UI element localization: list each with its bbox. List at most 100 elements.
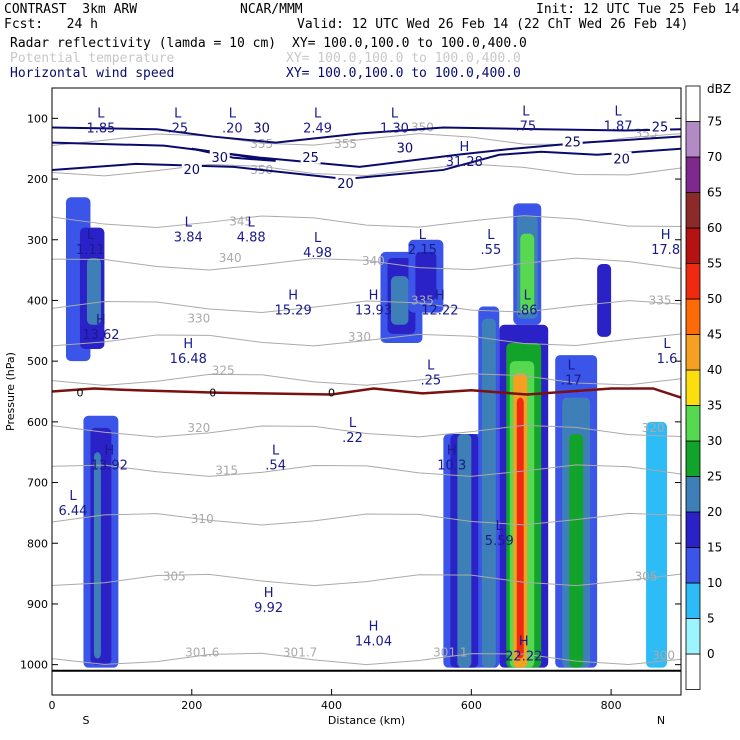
y-tick-label: 400 <box>27 294 48 307</box>
isentrope-330 <box>52 333 681 347</box>
hl-value: .25 <box>420 373 441 388</box>
hl-letter: L <box>314 231 322 246</box>
wind-label: 30 <box>397 142 414 157</box>
colorbar-swatch <box>685 476 701 513</box>
x-tick-label: 200 <box>181 699 202 712</box>
x-tick-label: 400 <box>321 699 342 712</box>
hl-value: 22.22 <box>505 649 542 664</box>
colorbar-label: 15 <box>707 541 722 555</box>
potential-temperature-contours: 345 340 340 335 335 330 330 325 320 320 315 310 305 3… <box>52 120 681 666</box>
isentrope-label: 300 <box>652 649 675 663</box>
hl-letter: H <box>369 619 379 634</box>
reflectivity-cell <box>597 264 612 337</box>
hl-value: .75 <box>516 120 537 135</box>
high-low-markers: L1.85L.25L.20L2.49L1.30L.75L1.87H31.28L1… <box>58 105 680 665</box>
hl-letter: H <box>661 228 671 243</box>
colorbar-swatch <box>685 227 701 264</box>
field1-xy: XY= 100.0,100.0 to 100.0,400.0 <box>292 36 527 51</box>
wind-contour-20 <box>52 147 681 181</box>
hl-value: 1.30 <box>380 121 409 136</box>
colorbar-label: 20 <box>707 505 722 519</box>
y-tick-label: 500 <box>27 355 48 368</box>
y-tick-label: 700 <box>27 477 48 490</box>
colorbar-label: 65 <box>707 186 722 200</box>
end-label-south: S <box>83 714 90 727</box>
y-tick-label: 600 <box>27 416 48 429</box>
reflectivity-cell <box>646 421 668 668</box>
isentrope-350 <box>52 163 681 177</box>
hl-value: 2.15 <box>408 243 437 258</box>
hl-value: 10.3 <box>437 458 466 473</box>
field3-name: Horizontal wind speed <box>10 66 175 81</box>
y-tick-label: 900 <box>27 598 48 611</box>
colorbar-label: 5 <box>707 612 715 626</box>
isentrope-label: 305 <box>635 570 658 584</box>
hl-letter: L <box>524 288 532 303</box>
hl-letter: L <box>663 337 671 352</box>
colorbar-swatch <box>685 334 701 371</box>
hl-letter: H <box>369 288 379 303</box>
colorbar-label: 30 <box>707 434 722 448</box>
header-init: Init: 12 UTC Tue 25 Feb 14 <box>536 2 740 17</box>
isentrope-345 <box>52 215 681 228</box>
wind-label: 25 <box>564 136 581 151</box>
hl-value: 4.98 <box>303 246 332 261</box>
hl-value: .54 <box>265 458 286 473</box>
colorbar-unit: dBZ <box>707 82 731 96</box>
isentrope-label: 340 <box>219 251 242 265</box>
field2-name: Potential temperature <box>10 51 175 66</box>
field3-xy: XY= 100.0,100.0 to 100.0,400.0 <box>286 66 521 81</box>
isentrope-label: 305 <box>163 570 186 584</box>
isentrope-label: 335 <box>411 293 434 307</box>
hl-value: 5.59 <box>485 534 514 549</box>
isentrope-320 <box>52 424 681 438</box>
colorbar-swatch <box>685 511 701 548</box>
reflectivity-cell <box>415 251 437 301</box>
colorbar-swatch <box>685 618 701 655</box>
hl-value: 6.44 <box>58 504 87 519</box>
isentrope-310 <box>52 512 681 526</box>
hl-letter: L <box>349 416 357 431</box>
hl-value: 1.85 <box>86 121 115 136</box>
hl-letter: L <box>87 228 95 243</box>
x-tick-label: 0 <box>49 699 56 712</box>
colorbar-label: 40 <box>707 363 722 377</box>
hl-letter: H <box>447 443 457 458</box>
reflectivity-field <box>65 197 668 668</box>
isentrope-340 <box>52 257 681 271</box>
colorbar-swatch <box>685 85 701 122</box>
colorbar-swatch <box>685 156 701 193</box>
colorbar-label: 35 <box>707 399 722 413</box>
colorbar-label: 60 <box>707 221 722 235</box>
hl-value: .22 <box>342 431 363 446</box>
colorbar-swatch <box>685 192 701 229</box>
wind-label-bg <box>209 149 230 164</box>
wind-label-bg <box>181 161 202 176</box>
hl-value: 13.92 <box>91 458 128 473</box>
hl-letter: L <box>614 105 622 120</box>
hl-value: 13.93 <box>355 303 392 318</box>
y-axis-label: Pressure (hPa) <box>4 352 17 431</box>
wind-label-bg <box>300 149 321 164</box>
wind-label-bg <box>394 140 415 155</box>
hl-letter: L <box>568 358 576 373</box>
reflectivity-cell <box>86 257 101 325</box>
hl-value: 12.22 <box>421 303 458 318</box>
hl-value: .17 <box>561 373 582 388</box>
freezing-level-label: 0 <box>76 387 83 400</box>
header-line1-mid: NCAR/MMM <box>240 2 303 17</box>
y-tick-label: 100 <box>27 112 48 125</box>
hl-letter: H <box>459 140 469 155</box>
isentrope-label: 355 <box>334 137 357 151</box>
isentrope-label: 301.1 <box>433 646 467 660</box>
wind-label-bg <box>650 119 671 134</box>
hl-value: .20 <box>222 121 243 136</box>
isentrope-label: 330 <box>348 330 371 344</box>
isentrope-315 <box>52 464 681 477</box>
hl-letter: H <box>519 634 529 649</box>
hl-letter: L <box>314 106 322 121</box>
colorbar-label: 70 <box>707 150 722 164</box>
hl-letter: L <box>185 216 193 231</box>
x-axis-label: Distance (km) <box>328 714 405 727</box>
